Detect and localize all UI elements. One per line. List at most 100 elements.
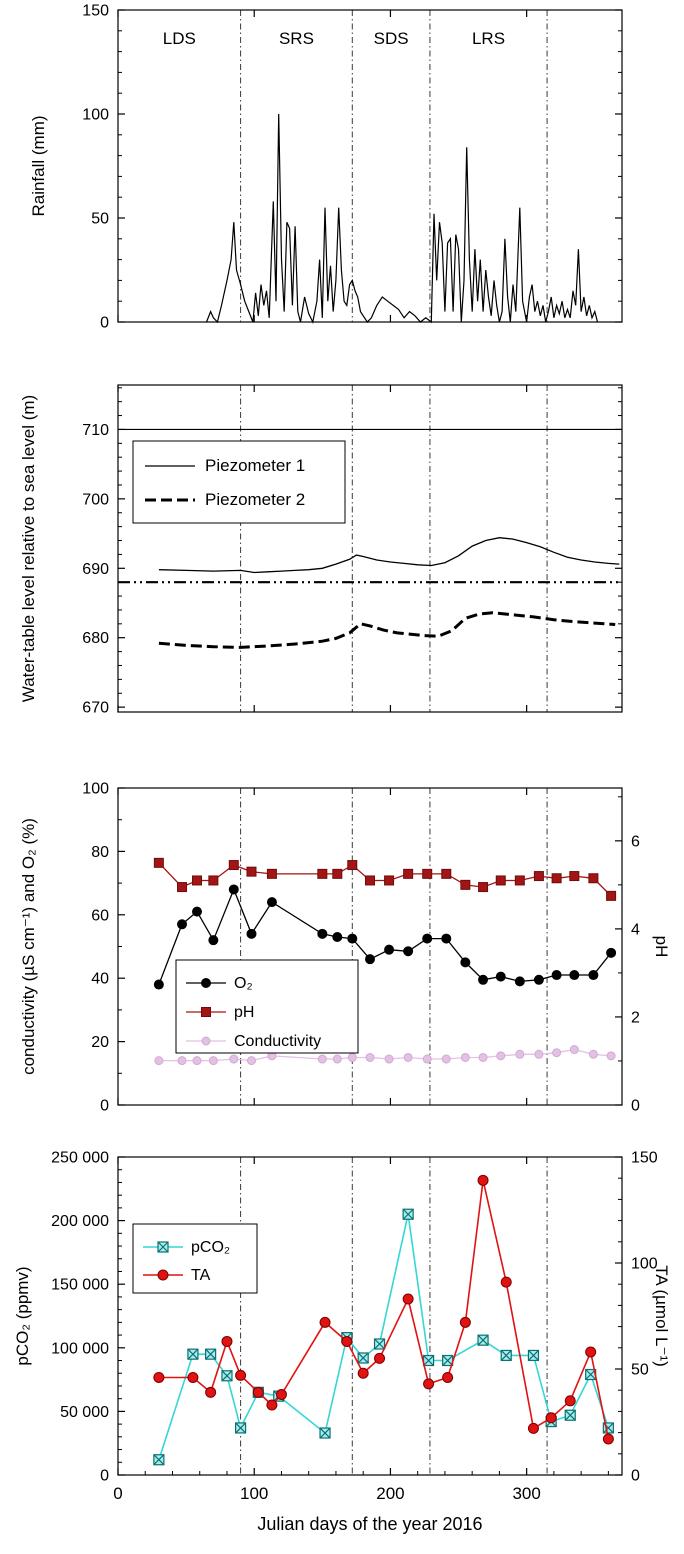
marker-square [246,866,257,877]
marker-circle [177,919,188,930]
y-tick-label-left: 150 [82,3,109,20]
y-axis-title-left: Water-table level relative to sea level … [19,395,38,702]
marker-square [588,873,599,884]
marker-circle [402,1293,414,1305]
marker-circle [192,906,203,917]
marker-circle [545,1412,557,1424]
marker-x-glyph [564,1409,576,1421]
plot-box [117,9,623,323]
marker-x-glyph [528,1350,539,1361]
legend-box [132,1223,258,1294]
marker-circle [157,1269,169,1281]
marker-circle [332,931,343,942]
marker-circle [192,1056,202,1066]
y-tick-label-left: 690 [82,561,109,578]
marker-circle [235,1369,247,1381]
piezometer-1-line [158,537,620,574]
marker-circle [177,1056,187,1066]
conductivity-series [154,1045,616,1066]
pco2-ta-panel: 0 50 000 100 000 150 000 200 000 250 000 0 50 10… [13,1150,671,1504]
marker-circle [585,1346,597,1358]
marker-circle [534,1049,544,1059]
y-tick-label-left: 200 000 [51,1213,109,1230]
marker-circle [460,1052,470,1062]
marker-circle [187,1371,199,1383]
marker-square [403,868,414,879]
marker-square [228,860,239,871]
marker-circle [347,933,358,944]
marker-circle [403,946,414,957]
marker-circle [205,1386,217,1398]
marker-circle [460,957,471,968]
marker-square [347,860,358,871]
rainfall-series [205,113,599,324]
y-tick-label-left: 680 [82,630,109,647]
y-axis-title-left: conductivity (µS cm⁻¹) and O₂ (%) [19,818,38,1075]
marker-x-glyph [205,1348,217,1360]
marker-circle [208,1056,218,1066]
marker-circle [384,944,395,955]
y-tick-label-right: 150 [631,1150,658,1167]
marker-x-glyph [423,1355,434,1366]
season-label-lds: LDS [163,29,196,48]
marker-circle [496,1051,506,1061]
legend: pCO₂ TA [132,1223,258,1294]
piezometer-1-series [158,537,620,574]
marker-circle [403,1052,413,1062]
legend-label-pco2: pCO₂ [191,1239,230,1256]
rainfall-panel: 0 50 100 150 Rainfall (mm) LDS SRS SDS LRS [29,3,623,332]
x-tick-label: 300 [512,1484,540,1503]
marker-x-glyph [157,1241,169,1253]
y-tick-label-left: 50 000 [60,1404,109,1421]
y-tick-label-left: 50 [91,211,109,228]
marker-circle [266,1399,278,1411]
ph-series [153,857,617,901]
y-tick-label-left: 40 [91,971,109,988]
marker-circle [515,1049,525,1059]
marker-circle [606,1051,616,1061]
season-label-sds: SDS [374,29,409,48]
marker-circle [332,1054,342,1064]
season-label-srs: SRS [279,29,314,48]
marker-circle [527,1422,539,1434]
legend-label-ph: pH [234,1004,254,1021]
season-label-lrs: LRS [472,29,505,48]
x-axis-title: Julian days of the year 2016 [257,1514,483,1534]
marker-circle [246,1056,256,1066]
marker-x-glyph [374,1338,385,1350]
marker-square [478,882,489,893]
marker-circle [153,979,164,990]
marker-circle [569,970,580,981]
marker-circle [228,884,239,895]
y-tick-label-right: 0 [631,1468,640,1485]
legend-label-piezometer-2: Piezometer 2 [205,490,305,509]
marker-x-glyph [442,1355,454,1366]
marker-square [460,879,471,890]
o2-ph-conductivity-panel: 0 20 40 60 80 100 0 2 4 6 conductivity (µS cm⁻¹) a… [19,781,671,1115]
marker-circle [153,1371,165,1383]
legend-box [132,440,346,524]
marker-circle [423,1378,435,1390]
marker-square [201,1007,211,1017]
ta-series [153,1174,614,1445]
marker-circle [422,1054,432,1064]
y-tick-label-right: 100 [631,1256,658,1273]
marker-square [332,868,343,879]
marker-square [441,868,452,879]
marker-circle [365,1052,375,1062]
marker-circle [266,897,277,908]
marker-square [365,875,375,886]
marker-x-glyph [187,1348,199,1360]
y-tick-label-left: 700 [82,491,109,508]
y-tick-label-left: 60 [91,907,109,924]
y-tick-label-left: 20 [91,1034,109,1051]
marker-square [606,890,617,901]
marker-circle [201,978,211,988]
marker-circle [384,1054,394,1064]
water-table-panel: 670 680 690 700 710 Water-table level relativ… [19,384,623,717]
marker-circle [478,974,489,985]
y-tick-label-left: 80 [91,844,109,861]
marker-x-glyph [500,1350,512,1361]
marker-circle [514,976,525,987]
